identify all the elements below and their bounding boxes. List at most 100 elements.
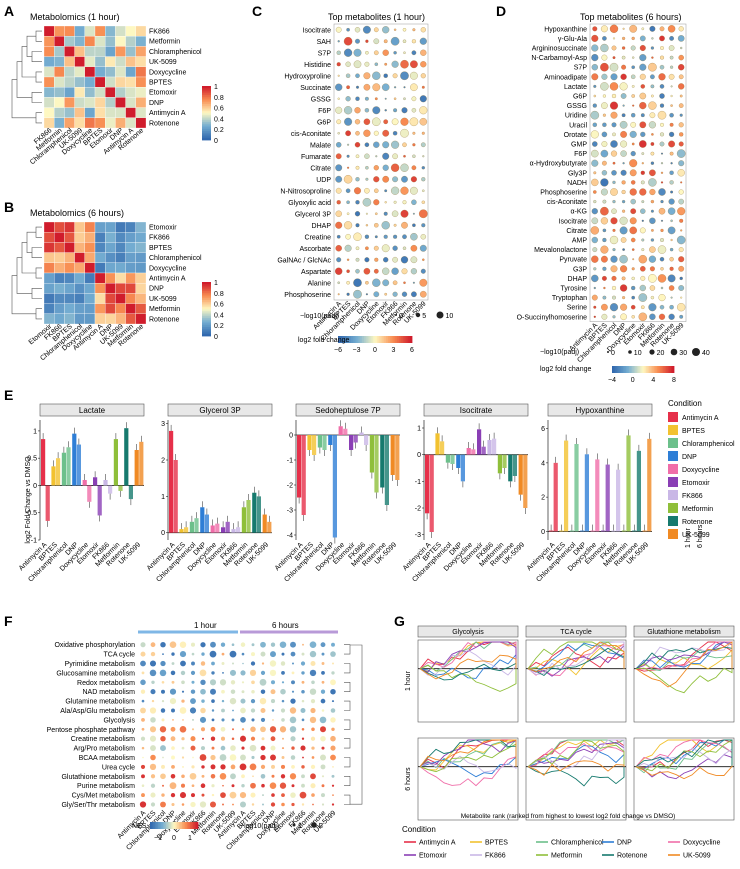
dot <box>658 313 666 320</box>
dot <box>602 122 607 127</box>
dot <box>269 726 277 733</box>
panel-b-title: Metabolomics (6 hours) <box>30 208 124 218</box>
dot <box>678 285 685 291</box>
facet-frame <box>633 639 735 723</box>
dot <box>141 793 145 798</box>
dot <box>311 793 315 797</box>
heatmap-cell <box>84 252 96 263</box>
dot <box>677 207 686 216</box>
dot <box>620 169 627 176</box>
dot <box>382 49 389 56</box>
dot <box>252 775 254 778</box>
dot <box>139 801 147 808</box>
dot <box>179 651 187 658</box>
colorbar-tick: 0 <box>373 347 377 354</box>
heatmap-cell <box>125 272 136 284</box>
legend-label: Chloramphenicol <box>551 840 604 847</box>
dot <box>171 652 175 656</box>
dot <box>648 255 657 263</box>
dot <box>640 275 646 281</box>
heatmap-cell <box>94 272 106 284</box>
dot <box>321 680 325 684</box>
dot <box>680 229 683 232</box>
colorbar-step <box>182 822 184 829</box>
colorbar-step <box>202 332 211 335</box>
dot <box>232 728 234 731</box>
colorbar-step <box>202 116 211 119</box>
panel-b-col-labels: EtomoxirFK866BPTESChloramphenicolDoxycyc… <box>28 323 146 363</box>
row-label: Metformin <box>149 306 180 313</box>
dot <box>612 37 616 40</box>
heatmap-cell <box>94 56 106 67</box>
dot <box>335 26 342 33</box>
dot <box>320 642 326 648</box>
dot <box>383 211 388 216</box>
heatmap-cell <box>54 303 65 314</box>
colorbar-step <box>202 138 211 141</box>
dot <box>648 101 657 110</box>
dot <box>220 726 226 732</box>
heatmap-cell <box>115 56 126 67</box>
dot <box>382 279 390 287</box>
dot <box>649 112 656 119</box>
dot <box>660 55 664 60</box>
heatmap-cell <box>105 242 116 253</box>
running-sum-line <box>419 756 517 787</box>
dot <box>418 209 428 219</box>
colorbar-step <box>202 89 211 92</box>
heatmap-cell <box>74 262 85 274</box>
dot <box>382 141 390 149</box>
legend-label: UK-5099 <box>683 853 711 860</box>
dot <box>269 669 277 677</box>
colorbar-step <box>202 131 211 134</box>
colorbar-step <box>632 366 635 373</box>
heatmap-cell <box>94 25 106 37</box>
panel-b-heatmap <box>43 221 147 325</box>
bar <box>553 462 558 532</box>
dot <box>220 736 226 741</box>
heatmap-cell <box>105 232 116 243</box>
dot <box>200 727 206 732</box>
dot <box>270 802 276 807</box>
colorbar-step <box>384 336 387 343</box>
dot <box>190 793 196 798</box>
colorbar-step <box>629 366 631 373</box>
row-label: Pentose phosphate pathway <box>47 727 136 734</box>
row-label: cis-Aconitate <box>291 131 331 138</box>
colorbar-step <box>389 336 393 343</box>
dot <box>301 728 305 731</box>
heatmap-cell <box>94 293 106 304</box>
panel-a-title: Metabolomics (1 hour) <box>30 12 120 22</box>
colorbar-step <box>161 822 164 829</box>
dot <box>648 62 657 72</box>
dendrogram-branch <box>26 231 36 253</box>
dot <box>270 699 276 704</box>
heatmap-cell <box>64 97 75 108</box>
dendrogram-branch <box>35 30 42 42</box>
legend-label: Etomoxir <box>682 480 710 487</box>
heatmap-cell <box>43 46 55 57</box>
colorbar-step <box>376 336 380 343</box>
dot <box>610 255 618 263</box>
panel-a: A Metabolomics (1 hour) FK866MetforminCh… <box>4 3 224 166</box>
dot <box>667 226 676 235</box>
colorbar-step <box>202 301 211 304</box>
row-label: Gly3P <box>568 170 587 177</box>
colorbar-step <box>202 291 211 294</box>
dot <box>393 234 398 239</box>
dot <box>383 257 389 263</box>
colorbar-step <box>186 822 189 829</box>
dot <box>220 642 226 647</box>
dot <box>631 74 636 79</box>
dot <box>181 756 185 759</box>
colorbar-tick: −3 <box>353 347 361 354</box>
dot <box>141 718 145 722</box>
heatmap-cell <box>43 272 55 284</box>
dot <box>363 129 371 137</box>
dot <box>678 256 685 263</box>
dot <box>393 108 398 113</box>
dot <box>332 794 334 796</box>
panel-c-dotplot: IsocitrateSAHS7PHistidineHydroxyprolineS… <box>277 23 453 354</box>
dot <box>650 74 655 80</box>
running-sum-line <box>635 747 733 768</box>
